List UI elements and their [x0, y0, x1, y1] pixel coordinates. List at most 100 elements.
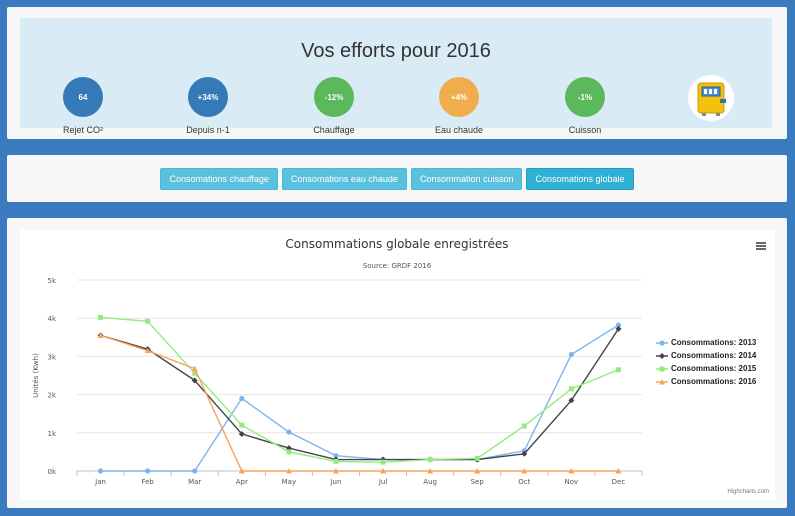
data-point [285, 445, 292, 452]
tab-global[interactable]: Consomations globale [526, 168, 634, 190]
legend-item[interactable]: Consommations: 2015 [656, 362, 756, 375]
data-point [332, 468, 339, 474]
series-line-4 [100, 334, 619, 472]
data-point [192, 468, 198, 474]
chart-credits[interactable]: Highcharts.com [727, 489, 769, 495]
consumption-chart: Consommations globale enregistrées Source… [20, 230, 775, 500]
stat-cooking-label: Cuisson [568, 125, 602, 135]
stat-cooking: -1% Cuisson [535, 77, 635, 135]
series-line-2 [100, 328, 620, 461]
data-point [97, 468, 104, 474]
tab-cooking[interactable]: Consommation cuisson [410, 168, 523, 190]
tabs-panel: Consomations chauffage Consomations eau … [7, 155, 787, 202]
data-point [568, 397, 575, 404]
x-tick-label: Jan [94, 478, 106, 486]
legend-swatch [656, 352, 668, 359]
data-point [615, 322, 622, 328]
y-axis-label: Unités (Kwh) [32, 353, 40, 398]
x-tick-label: Dec [612, 478, 626, 486]
efforts-panel: Vos efforts pour 2016 64 Rejet CO² +34% … [7, 7, 787, 139]
legend-item[interactable]: Consommations: 2013 [656, 336, 756, 349]
series-line-1 [100, 324, 619, 472]
data-point [285, 468, 292, 474]
x-tick-label: Apr [236, 478, 248, 486]
stat-heating: -12% Chauffage [284, 77, 384, 135]
tab-hot-water[interactable]: Consomations eau chaude [281, 168, 407, 190]
data-point [568, 351, 574, 358]
legend-label: Consommations: 2016 [671, 377, 757, 386]
legend-swatch [656, 366, 668, 371]
legend-item[interactable]: Consommations: 2014 [656, 349, 756, 362]
data-point [191, 365, 198, 372]
tab-heating[interactable]: Consomations chauffage [160, 168, 278, 190]
data-point [474, 455, 480, 461]
legend-swatch [656, 339, 668, 346]
x-tick-label: Aug [423, 478, 437, 486]
data-point [98, 314, 104, 320]
stat-cooking-value: -1% [565, 77, 605, 117]
data-point [380, 468, 387, 474]
chart-canvas: Consommations globale enregistrées Source… [32, 237, 643, 486]
consumption-tabs: Consomations chauffage Consomations eau … [7, 168, 787, 190]
stat-heating-label: Chauffage [313, 125, 355, 135]
legend-label: Consommations: 2015 [671, 364, 757, 373]
data-point [568, 386, 574, 392]
x-tick-label: Mar [188, 478, 201, 486]
y-tick-label: 1k [47, 430, 56, 438]
data-point [191, 377, 198, 384]
legend-label: Consommations: 2014 [671, 351, 757, 360]
y-tick-label: 0k [47, 468, 56, 476]
x-tick-label: May [282, 478, 296, 486]
data-point [238, 468, 245, 474]
data-point [521, 423, 527, 429]
data-point [427, 457, 433, 463]
y-tick-label: 4k [47, 315, 56, 323]
stat-co2-label: Rejet CO² [62, 125, 103, 135]
data-point [286, 449, 292, 455]
data-point [192, 370, 198, 376]
data-point [286, 429, 292, 435]
x-tick-label: Jul [378, 478, 388, 486]
x-tick-label: Sep [471, 478, 485, 486]
x-tick-label: Feb [141, 478, 154, 486]
stat-co2-value: 64 [63, 77, 103, 117]
data-point [615, 325, 622, 332]
stat-heating-value: -12% [314, 77, 354, 117]
data-point [427, 468, 434, 474]
chart-subtitle: Source: GRDF 2016 [363, 262, 432, 270]
stat-hot-water-value: +4% [439, 77, 479, 117]
data-point [239, 422, 245, 428]
legend-item[interactable]: Consommations: 2016 [656, 375, 756, 388]
y-tick-label: 5k [47, 277, 56, 285]
data-point [97, 332, 104, 338]
y-tick-label: 2k [47, 392, 56, 400]
chart-panel: Consommations globale enregistrées Source… [7, 218, 787, 508]
chart-menu-icon[interactable] [756, 242, 766, 250]
data-point [521, 450, 528, 457]
stat-previous-year-label: Depuis n-1 [186, 125, 230, 135]
stat-previous-year: +34% Depuis n-1 [158, 77, 258, 135]
data-point [238, 430, 245, 437]
data-point [474, 468, 481, 474]
stat-hot-water-label: Eau chaude [434, 125, 484, 135]
x-tick-label: Nov [565, 478, 579, 486]
legend-label: Consommations: 2013 [671, 338, 757, 347]
data-point [145, 318, 151, 324]
stat-co2: 64 Rejet CO² [33, 77, 133, 135]
data-point [615, 367, 621, 373]
chart-title: Consommations globale enregistrées [285, 237, 508, 251]
gas-meter-icon [688, 75, 734, 121]
chart-legend: Consommations: 2013 Consommations: 2014 Co… [656, 336, 756, 388]
data-point [380, 459, 386, 465]
stat-previous-year-value: +34% [188, 77, 228, 117]
efforts-title: Vos efforts pour 2016 [301, 40, 491, 62]
y-tick-label: 3k [47, 353, 56, 361]
x-tick-label: Jun [329, 478, 341, 486]
efforts-summary: Vos efforts pour 2016 64 Rejet CO² +34% … [20, 18, 772, 135]
data-point [239, 395, 245, 402]
data-point [521, 468, 528, 474]
data-point [333, 453, 339, 459]
legend-swatch [656, 378, 668, 384]
data-point [145, 468, 151, 474]
data-point [615, 468, 622, 474]
